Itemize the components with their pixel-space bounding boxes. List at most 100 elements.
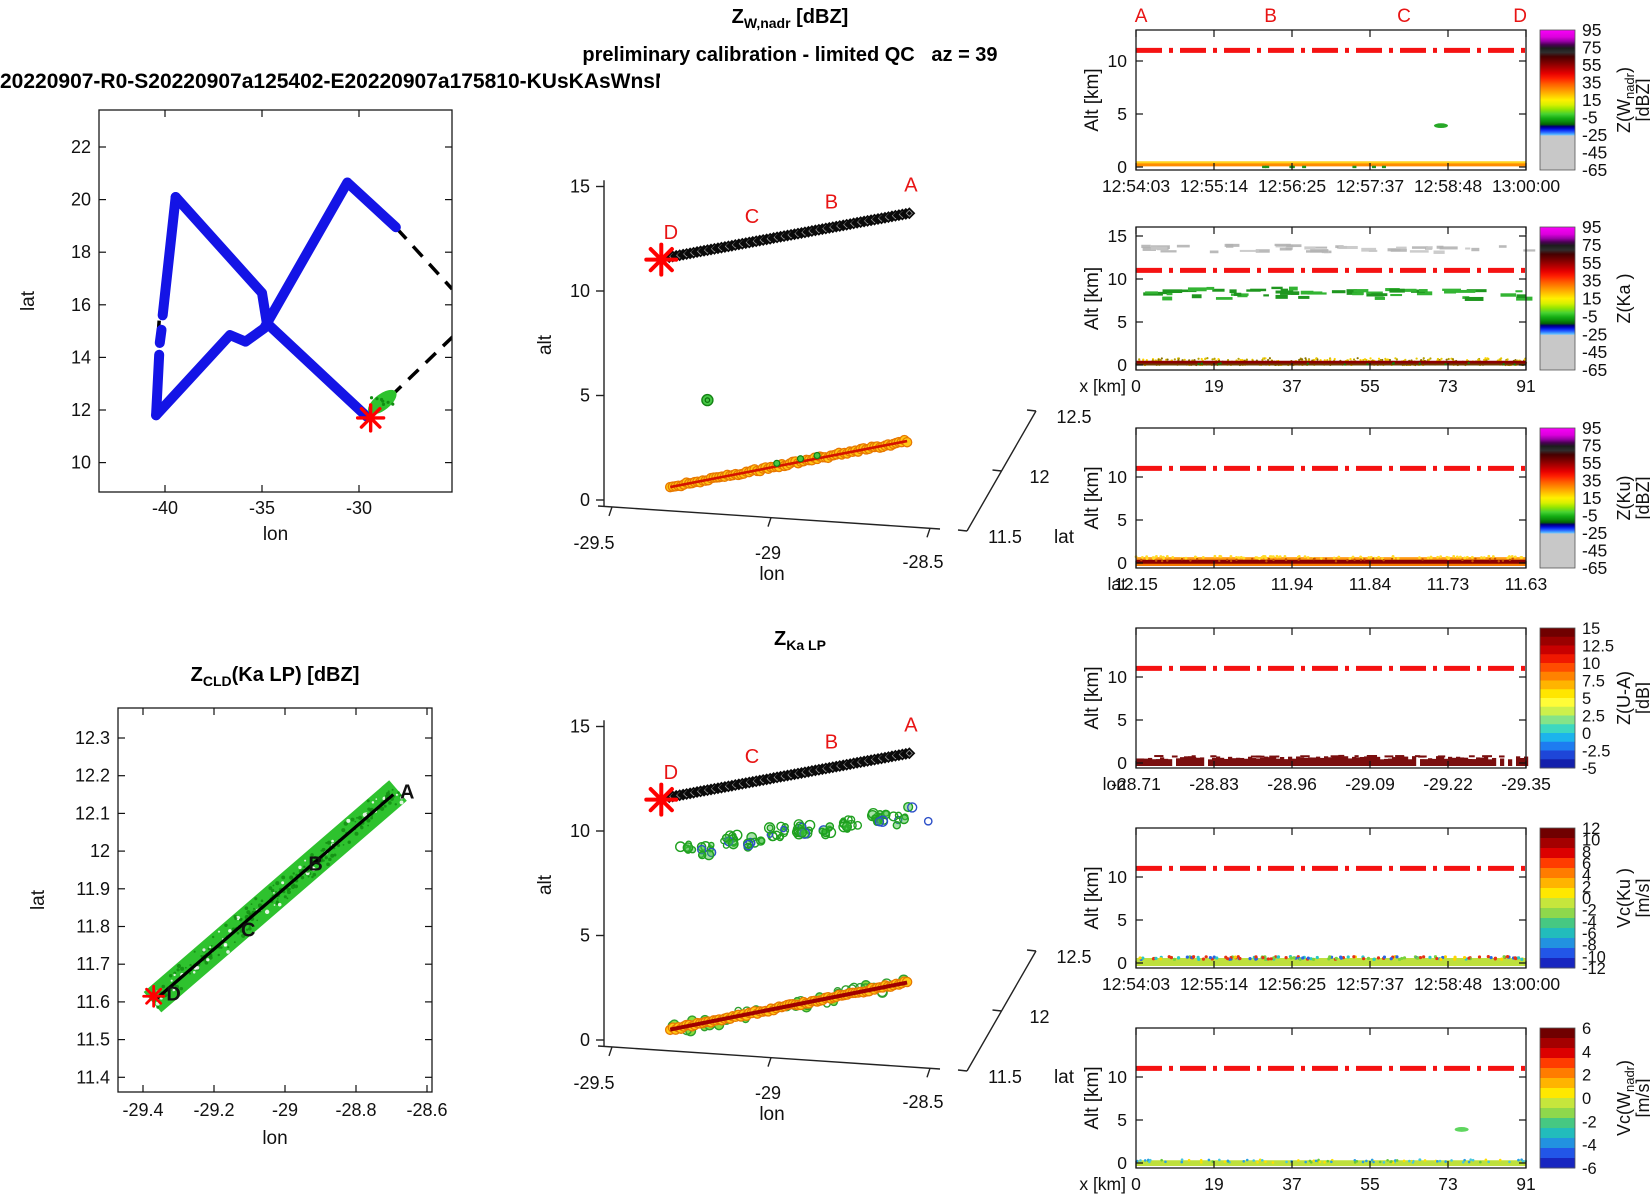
svg-text:10: 10 [1108, 269, 1128, 289]
svg-text:15: 15 [570, 177, 590, 197]
svg-text:11.7: 11.7 [76, 954, 110, 974]
top3d-subtitle: preliminary calibration - limited QC az … [582, 44, 998, 66]
svg-text:D: D [1513, 6, 1527, 27]
svg-text:11.94: 11.94 [1271, 574, 1314, 594]
svg-text:-28.8: -28.8 [335, 1100, 376, 1120]
svg-text:22: 22 [71, 137, 91, 157]
svg-text:-65: -65 [1582, 360, 1607, 380]
svg-text:-2: -2 [1582, 1113, 1597, 1131]
svg-text:11.6: 11.6 [76, 992, 110, 1012]
svg-text:5: 5 [1117, 104, 1127, 124]
svg-text:2: 2 [1582, 878, 1591, 896]
svg-text:-25: -25 [1582, 324, 1607, 344]
svg-text:-29.22: -29.22 [1423, 774, 1473, 794]
svg-text:-28.71: -28.71 [1111, 774, 1161, 794]
svg-text:-28.5: -28.5 [902, 1092, 943, 1112]
panel-z-wnadr-time: 12:54:03 12:55:14 12:56:25 12:57:37 12:58:48… [1082, 6, 1650, 196]
svg-text:-6: -6 [1582, 1160, 1597, 1178]
svg-text:C: C [241, 919, 255, 941]
svg-text:12:54:03: 12:54:03 [1102, 176, 1170, 196]
svg-text:15: 15 [570, 717, 590, 737]
svg-text:lat: lat [18, 290, 39, 311]
svg-text:-6: -6 [1582, 925, 1597, 943]
svg-text:12: 12 [90, 841, 110, 861]
star-marker [355, 403, 386, 433]
svg-text:0: 0 [1582, 890, 1591, 908]
svg-text:73: 73 [1438, 376, 1457, 396]
star-marker [142, 984, 166, 1008]
svg-text:lat: lat [28, 889, 49, 910]
svg-text:-45: -45 [1582, 342, 1607, 362]
svg-text:55: 55 [1582, 253, 1601, 273]
svg-text:lon: lon [759, 564, 784, 585]
map-plot: -40 -35 -30 10 12 14 16 18 20 22 lon lat [18, 109, 453, 545]
plot3d-bottom: 0 5 10 15 alt -29.5 -29 -28.5 lon 11.5 12 12.5 lat D C… [535, 715, 1092, 1125]
svg-text:-5: -5 [1582, 306, 1598, 326]
svg-text:Z(Wnadr): Z(Wnadr) [1614, 67, 1637, 133]
swath-plot: A B C D -29.4 -29.2 -29 -28.8 -28.6 11.4 11.5 11.6 1… [28, 707, 448, 1149]
svg-text:5: 5 [1582, 690, 1591, 708]
svg-text:-2.5: -2.5 [1582, 743, 1610, 761]
svg-text:14: 14 [71, 347, 91, 367]
svg-text:Z(Ku): Z(Ku) [1614, 476, 1634, 521]
svg-text:5: 5 [1117, 710, 1127, 730]
svg-text:B: B [825, 191, 838, 213]
svg-text:C: C [1397, 6, 1411, 27]
svg-text:5: 5 [580, 926, 590, 946]
svg-text:7.5: 7.5 [1582, 673, 1605, 691]
svg-text:[m/s]: [m/s] [1633, 879, 1650, 918]
title-sub: W,nadr [743, 15, 791, 31]
svg-text:4: 4 [1582, 867, 1591, 885]
svg-text:15: 15 [1582, 620, 1600, 638]
svg-text:11.8: 11.8 [76, 917, 110, 937]
title-sub: Ka LP [786, 637, 826, 653]
svg-text:12.3: 12.3 [75, 728, 110, 748]
svg-text:10: 10 [1108, 667, 1128, 687]
svg-text:11.5: 11.5 [988, 1067, 1022, 1087]
svg-text:75: 75 [1582, 235, 1601, 255]
svg-text:12:54:03: 12:54:03 [1102, 974, 1170, 994]
svg-text:D: D [664, 762, 678, 784]
svg-text:10: 10 [1108, 1067, 1128, 1087]
svg-text:lon: lon [263, 524, 288, 545]
svg-text:10: 10 [570, 281, 590, 301]
svg-text:11.5: 11.5 [988, 527, 1022, 547]
svg-text:10: 10 [1108, 51, 1128, 71]
panel-z-ua-lon: -28.71 -28.83 -28.96 -29.09 -29.22 -29.35lon0… [1082, 620, 1650, 794]
svg-text:Alt [km]: Alt [km] [1082, 1066, 1103, 1129]
svg-text:20: 20 [71, 190, 91, 210]
svg-text:Alt [km]: Alt [km] [1082, 68, 1103, 131]
svg-text:-28.6: -28.6 [406, 1100, 447, 1120]
svg-text:10: 10 [1582, 655, 1600, 673]
svg-text:12.05: 12.05 [1192, 574, 1236, 594]
title-base: Z [190, 664, 203, 686]
svg-text:13:00:00: 13:00:00 [1492, 974, 1560, 994]
svg-text:12: 12 [1029, 467, 1049, 487]
svg-text:-45: -45 [1582, 541, 1607, 561]
svg-text:-4: -4 [1582, 913, 1597, 931]
svg-text:0: 0 [1131, 376, 1141, 396]
svg-text:lat: lat [1054, 1067, 1075, 1088]
svg-text:-29.35: -29.35 [1501, 774, 1551, 794]
svg-text:4: 4 [1582, 1043, 1591, 1061]
svg-text:12:55:14: 12:55:14 [1180, 176, 1248, 196]
svg-text:0: 0 [1131, 1174, 1141, 1194]
svg-text:95: 95 [1582, 217, 1601, 237]
svg-text:55: 55 [1582, 55, 1601, 75]
svg-text:C: C [745, 746, 759, 768]
svg-text:0: 0 [1117, 1153, 1127, 1173]
svg-text:75: 75 [1582, 38, 1601, 58]
svg-text:0: 0 [1117, 157, 1127, 177]
svg-text:35: 35 [1582, 73, 1601, 93]
svg-text:-12: -12 [1582, 960, 1606, 978]
svg-text:-25: -25 [1582, 523, 1607, 543]
swath-plot-title: ZCLD(Ka LP) [dBZ] [95, 664, 455, 689]
svg-text:-29.5: -29.5 [573, 533, 614, 553]
svg-text:12:57:37: 12:57:37 [1336, 176, 1404, 196]
svg-text:-28.83: -28.83 [1189, 774, 1239, 794]
svg-text:-65: -65 [1582, 558, 1607, 578]
svg-text:15: 15 [1582, 289, 1601, 309]
svg-text:0: 0 [1117, 355, 1127, 375]
